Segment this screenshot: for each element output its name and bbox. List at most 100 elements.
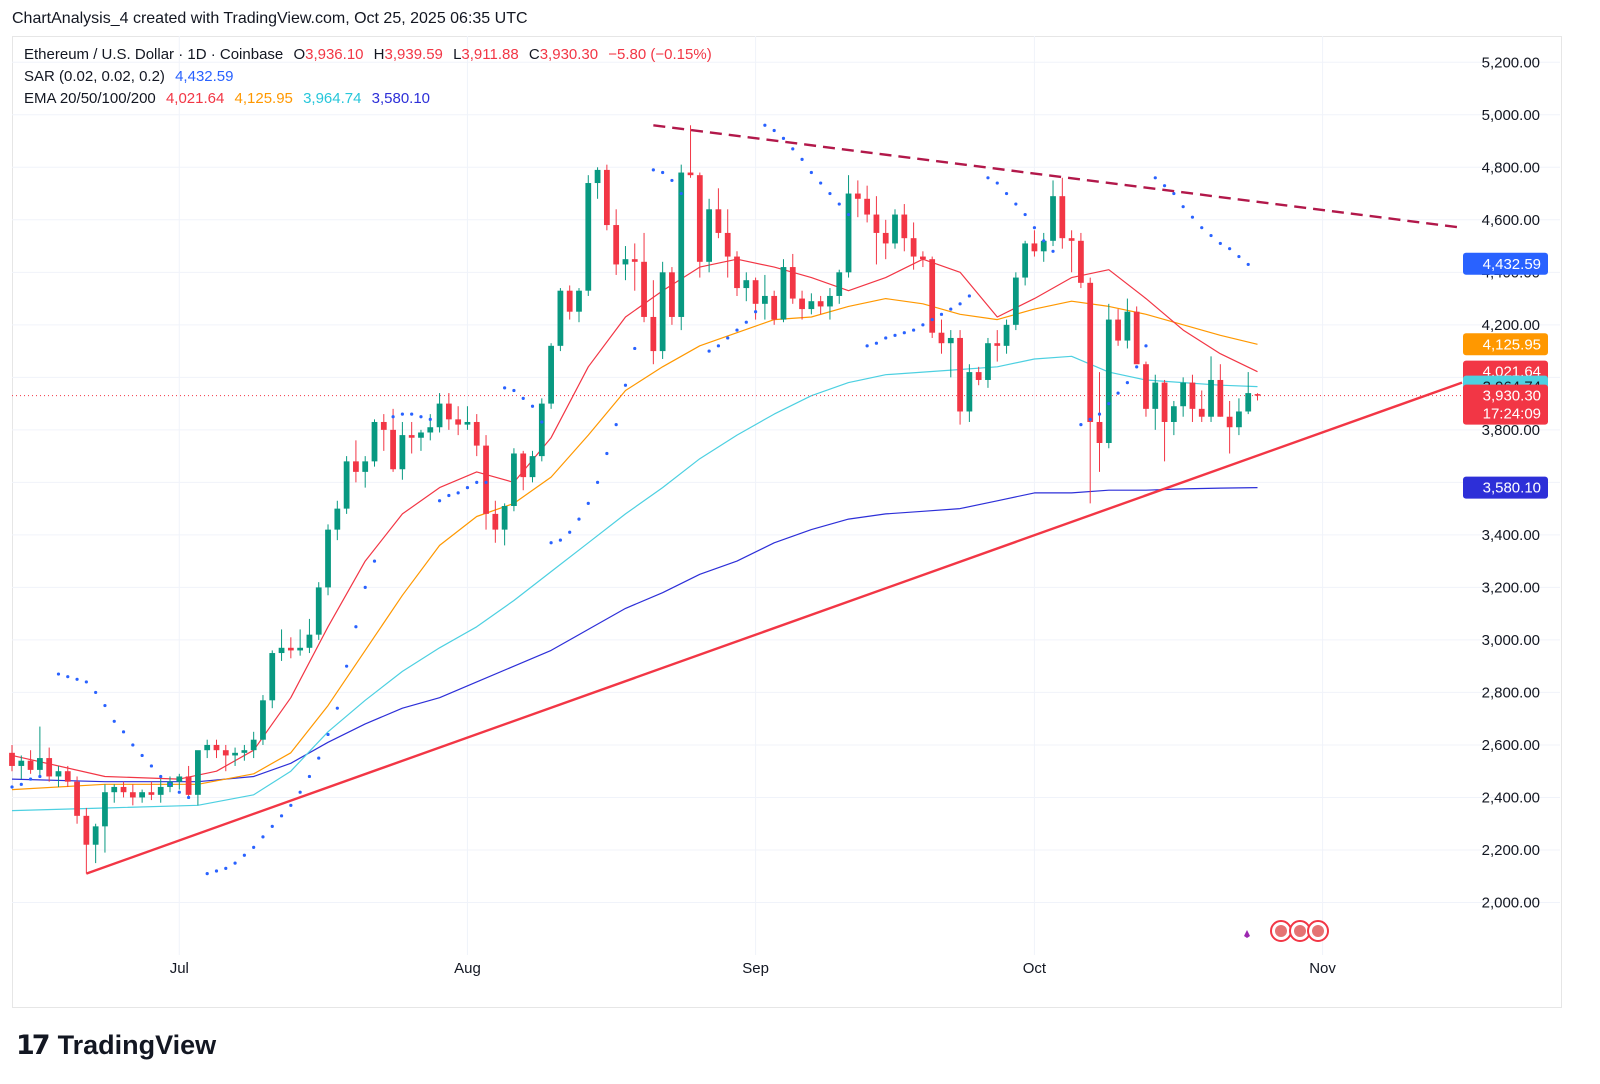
candle[interactable] (724, 232, 731, 257)
candle[interactable] (882, 232, 889, 244)
candle[interactable] (780, 267, 787, 320)
candle[interactable] (762, 295, 768, 304)
candle[interactable] (260, 700, 266, 740)
candle[interactable] (232, 752, 238, 756)
candle[interactable] (408, 435, 415, 438)
candle[interactable] (1031, 243, 1038, 252)
candle[interactable] (9, 752, 15, 766)
candle[interactable] (641, 261, 647, 317)
candle[interactable] (631, 259, 638, 262)
candle[interactable] (622, 259, 629, 265)
candle[interactable] (994, 343, 1001, 346)
candle[interactable] (1096, 421, 1103, 443)
candle[interactable] (362, 461, 369, 472)
candle[interactable] (455, 419, 462, 425)
candle[interactable] (195, 750, 201, 795)
candle[interactable] (957, 337, 963, 412)
candle[interactable] (1143, 364, 1149, 409)
candle[interactable] (947, 337, 954, 344)
candle[interactable] (204, 744, 211, 751)
candle[interactable] (390, 429, 396, 470)
candle[interactable] (1040, 240, 1047, 252)
candle[interactable] (1133, 311, 1140, 365)
candle[interactable] (139, 792, 146, 798)
candle[interactable] (1226, 416, 1233, 428)
candle[interactable] (585, 183, 592, 291)
symbol-label[interactable]: Ethereum / U.S. Dollar · 1D · Coinbase (24, 46, 284, 63)
candle[interactable] (966, 372, 973, 412)
candle[interactable] (1087, 282, 1094, 422)
candle[interactable] (64, 771, 71, 782)
candle[interactable] (315, 587, 322, 635)
candle[interactable] (83, 815, 90, 845)
candle[interactable] (845, 193, 852, 273)
candle[interactable] (501, 506, 508, 530)
candle[interactable] (1254, 394, 1261, 396)
candle[interactable] (576, 290, 582, 312)
candle[interactable] (55, 771, 62, 777)
candle[interactable] (920, 256, 926, 260)
candle[interactable] (418, 432, 424, 438)
candle[interactable] (715, 209, 722, 233)
candle[interactable] (520, 453, 527, 478)
candle[interactable] (1170, 406, 1177, 422)
support-trendline[interactable] (85, 381, 1463, 875)
candle[interactable] (985, 343, 991, 380)
price-chart[interactable]: 5,200.005,000.004,800.004,600.004,400.00… (0, 0, 1600, 1010)
candle[interactable] (1189, 382, 1196, 409)
candle[interactable] (687, 172, 694, 176)
candle[interactable] (399, 435, 406, 470)
candle[interactable] (901, 214, 908, 239)
candle[interactable] (222, 750, 229, 756)
candle[interactable] (789, 267, 796, 299)
candle[interactable] (297, 647, 304, 651)
candle[interactable] (241, 750, 248, 753)
candle[interactable] (176, 776, 183, 782)
candle[interactable] (873, 214, 880, 233)
candle[interactable] (752, 280, 759, 304)
candle[interactable] (1115, 319, 1121, 341)
candle[interactable] (706, 209, 712, 262)
candle[interactable] (669, 272, 675, 317)
resistance-trendline[interactable] (653, 124, 1463, 229)
candle[interactable] (102, 792, 108, 827)
candle[interactable] (1105, 319, 1112, 443)
candle[interactable] (1161, 382, 1168, 422)
candle[interactable] (250, 739, 257, 751)
candle[interactable] (910, 238, 917, 257)
candle[interactable] (18, 760, 25, 766)
candle[interactable] (46, 758, 53, 777)
tradingview-logo[interactable]: 17 TradingView (16, 1030, 216, 1061)
candle[interactable] (538, 403, 545, 457)
candle[interactable] (334, 508, 341, 530)
candle[interactable] (306, 634, 313, 648)
candle[interactable] (743, 280, 750, 289)
candle[interactable] (325, 529, 331, 588)
candle[interactable] (492, 513, 499, 530)
candle[interactable] (1152, 382, 1159, 409)
candle[interactable] (511, 453, 517, 507)
candle[interactable] (1078, 240, 1084, 283)
candle[interactable] (371, 421, 378, 462)
legend-ema-row[interactable]: EMA 20/50/100/200 4,021.64 4,125.95 3,96… (24, 90, 436, 107)
candle[interactable] (864, 198, 871, 215)
candle[interactable] (92, 826, 99, 845)
candle[interactable] (148, 792, 155, 795)
candle[interactable] (473, 421, 480, 446)
candle[interactable] (185, 776, 192, 795)
candle[interactable] (278, 647, 285, 654)
candle[interactable] (827, 295, 833, 307)
candle[interactable] (1022, 243, 1029, 278)
candle[interactable] (594, 169, 601, 184)
candle[interactable] (445, 403, 452, 420)
candle[interactable] (1068, 238, 1075, 241)
candle[interactable] (464, 421, 471, 425)
candle[interactable] (929, 259, 936, 333)
candle[interactable] (1059, 196, 1066, 239)
candle[interactable] (353, 461, 359, 472)
candle[interactable] (380, 421, 387, 430)
candle[interactable] (817, 301, 824, 307)
candle[interactable] (27, 760, 34, 770)
candle[interactable] (213, 744, 220, 751)
candle[interactable] (1050, 196, 1056, 241)
